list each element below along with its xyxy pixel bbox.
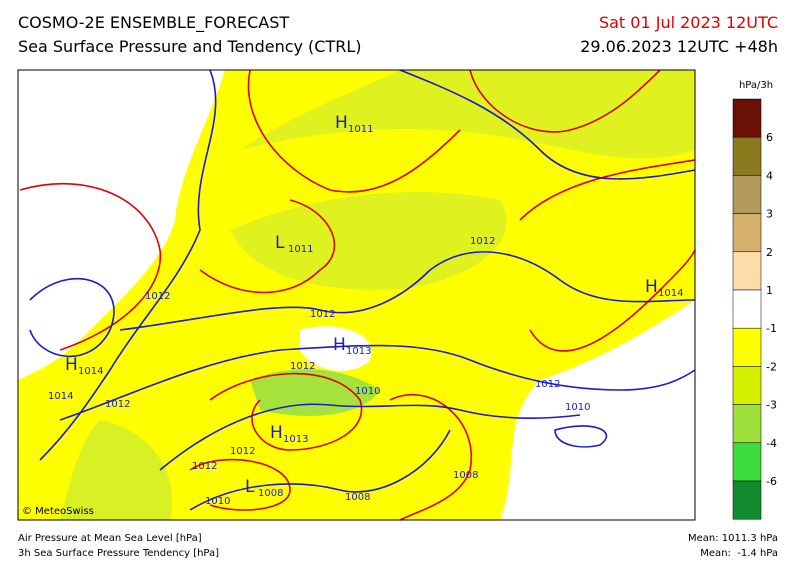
colorbar-label: -4 xyxy=(766,437,777,450)
system-letter: H xyxy=(335,113,348,133)
colorbar-segment xyxy=(732,98,762,138)
isobar-label: 1010 xyxy=(205,496,230,507)
isobar-label: 1012 xyxy=(230,446,255,457)
title: COSMO-2E ENSEMBLE_FORECAST xyxy=(18,13,289,33)
colorbar: 6 4 3 2 1 -1 -2 -3 -4 -6 xyxy=(732,98,777,520)
isobar-label: 1010 xyxy=(355,386,380,397)
isobar-labels: 1012 1012 1012 1014 1012 1010 1012 1012 1010 1012… xyxy=(48,236,590,507)
system-pressure: 1014 xyxy=(78,366,103,377)
system-pressure: 1013 xyxy=(283,434,308,445)
isobar-label: 1012 xyxy=(105,399,130,410)
colorbar-label: 2 xyxy=(766,246,773,259)
colorbar-label: 4 xyxy=(766,169,773,182)
footer-right: Mean: 1011.3 hPa xyxy=(688,533,778,544)
white-area xyxy=(18,70,225,380)
credit: © MeteoSwiss xyxy=(22,506,94,517)
colorbar-segment xyxy=(732,136,762,176)
subtitle: Sea Surface Pressure and Tendency (CTRL) xyxy=(18,37,362,56)
colorbar-segment xyxy=(732,213,762,253)
colorbar-label: 6 xyxy=(766,131,773,144)
white-area xyxy=(500,300,695,520)
footer-left: 3h Sea Surface Pressure Tendency [hPa] xyxy=(18,548,219,559)
colorbar-segment xyxy=(732,251,762,291)
isobar-label: 1010 xyxy=(565,402,590,413)
isobar-label: 1012 xyxy=(470,236,495,247)
footer-left: Air Pressure at Mean Sea Level [hPa] xyxy=(18,533,202,544)
tendency-isolines xyxy=(19,69,696,521)
system-letter: H xyxy=(333,335,346,355)
green-area xyxy=(250,369,380,416)
system-pressure: 1014 xyxy=(658,288,683,299)
colorbar-label: -3 xyxy=(766,399,777,412)
white-area xyxy=(300,326,372,371)
isobars xyxy=(29,69,696,511)
colorbar-segment xyxy=(732,175,762,214)
system-letter: H xyxy=(65,355,78,375)
isobar-label: 1012 xyxy=(145,291,170,302)
footer-right: Mean: -1.4 hPa xyxy=(700,548,778,559)
system-pressure: 1008 xyxy=(258,488,283,499)
colorbar-segment xyxy=(732,442,762,482)
colorbar-segment xyxy=(732,480,762,520)
system-letter: L xyxy=(275,233,285,253)
green-area xyxy=(240,70,695,159)
system-letter: H xyxy=(270,423,283,443)
run-time: 29.06.2023 12UTC +48h xyxy=(580,37,778,56)
valid-time: Sat 01 Jul 2023 12UTC xyxy=(599,13,778,32)
isobar-label: 1012 xyxy=(310,309,335,320)
isobar-label: 1008 xyxy=(345,492,370,503)
colorbar-unit: hPa/3h xyxy=(739,80,773,91)
isobar-label: 1012 xyxy=(290,361,315,372)
isobar-label: 1014 xyxy=(48,391,73,402)
map-frame xyxy=(17,69,696,521)
colorbar-segment xyxy=(732,327,762,367)
colorbar-label: -2 xyxy=(766,360,777,373)
colorbar-label: 1 xyxy=(766,284,773,297)
system-letter: L xyxy=(245,477,255,497)
colorbar-label: -1 xyxy=(766,322,777,335)
colorbar-label: 3 xyxy=(766,208,773,221)
colorbar-segment xyxy=(732,289,762,329)
isobar-label: 1012 xyxy=(535,379,560,390)
isobar-label: 1008 xyxy=(453,470,478,481)
colorbar-segment xyxy=(732,404,762,444)
isobar-label: 1012 xyxy=(192,461,217,472)
colorbar-segment xyxy=(732,366,762,405)
system-letter: H xyxy=(645,277,658,297)
system-pressure: 1013 xyxy=(346,346,371,357)
colorbar-label: -6 xyxy=(766,475,777,488)
system-pressure: 1011 xyxy=(348,124,373,135)
system-pressure: 1011 xyxy=(288,244,313,255)
green-area xyxy=(60,420,172,520)
